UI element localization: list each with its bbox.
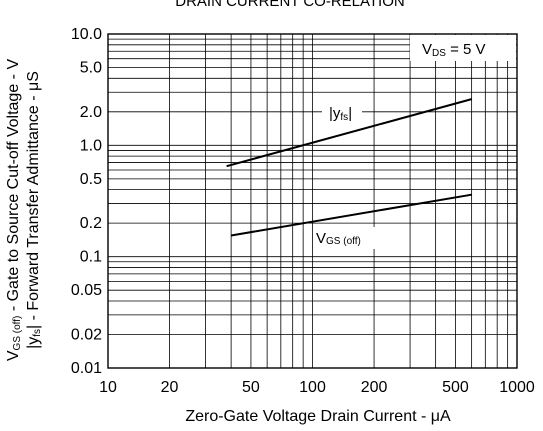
y-tick-label: 10.0 [71, 26, 102, 43]
x-tick-label: 50 [242, 379, 260, 396]
x-tick-label: 10 [99, 379, 117, 396]
y-tick-label: 0.01 [71, 360, 102, 377]
y-tick-label: 1.0 [80, 137, 102, 154]
series-lines [226, 98, 472, 237]
y-tick-label: 0.1 [80, 249, 102, 266]
series-label-yfs: |yfs| [329, 105, 352, 123]
condition-box [410, 35, 516, 61]
x-tick-label: 500 [442, 379, 469, 396]
series-label-bg-vgsoff [313, 227, 385, 249]
series-label-vgsoff: VGS (off) [316, 230, 361, 247]
y-tick-label: 0.2 [80, 215, 102, 232]
vertical-grid [169, 34, 509, 368]
series-line-yfs [226, 98, 472, 168]
y-tick-label: 2.0 [80, 104, 102, 121]
y-axis-title-line1: VGS (off) - Gate to Source Cut-off Volta… [5, 59, 23, 362]
x-tick-label: 200 [361, 379, 388, 396]
y-tick-labels: 10.0 5.0 2.0 1.0 0.5 0.2 0.1 0.05 0.02 0.01 [71, 26, 102, 377]
x-tick-label: 20 [161, 379, 179, 396]
series-line-vgsoff [230, 193, 472, 237]
x-tick-label: 100 [299, 379, 326, 396]
x-tick-labels: 10 20 50 100 200 500 1000 [99, 379, 535, 396]
y-tick-label: 0.02 [71, 326, 102, 343]
x-axis-title: Zero-Gate Voltage Drain Current - μA [185, 408, 451, 425]
y-tick-label: 0.05 [71, 282, 102, 299]
x-tick-label: 1000 [499, 379, 535, 396]
series-label-bg-yfs [322, 102, 362, 124]
condition-label: VDS = 5 V [422, 41, 486, 59]
chart-title: DRAIN CURRENT CO-RELATION [175, 0, 404, 10]
y-axis-title-line2: |yfs| - Forward Transfer Admittance - μS [25, 71, 43, 349]
y-tick-label: 0.5 [80, 171, 102, 188]
horizontal-grid [108, 38, 517, 335]
y-tick-label: 5.0 [80, 60, 102, 77]
